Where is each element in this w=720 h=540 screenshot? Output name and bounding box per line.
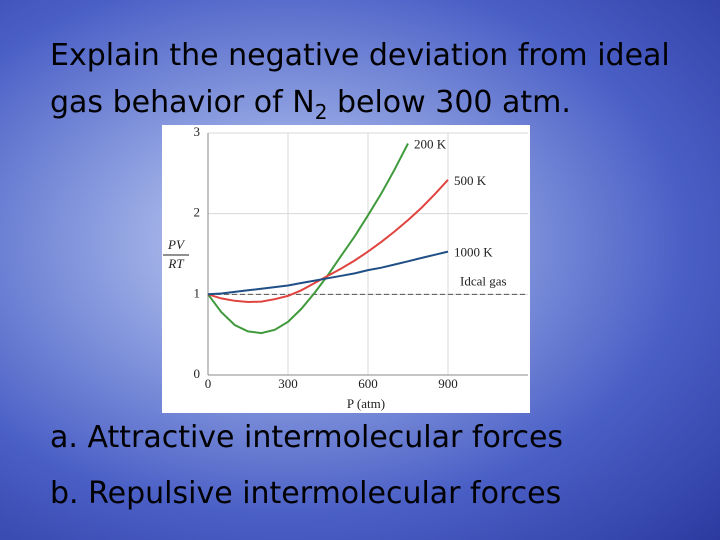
y-tick-label: 1	[194, 285, 201, 300]
series-label: 200 K	[414, 136, 447, 151]
option: a. Attractive intermolecular forces	[50, 420, 563, 455]
title-subscript: 2	[314, 100, 328, 124]
title: Explain the negative deviation from idea…	[50, 38, 670, 73]
title: gas behavior of N2 below 300 atm.	[50, 85, 571, 124]
title-part: gas behavior of N	[50, 85, 315, 120]
chart: PV RT P (atm) 0 1 2 3 0 300 600 900 Idcal gas 200…	[162, 125, 530, 413]
x-tick-label: 900	[438, 376, 458, 391]
x-tick-label: 600	[358, 376, 378, 391]
y-tick-label: 0	[194, 366, 201, 381]
series-line	[207, 143, 409, 335]
title-part: below 300 atm.	[327, 85, 571, 120]
series-line	[207, 250, 449, 296]
y-tick-label: 2	[194, 205, 201, 220]
x-tick-label: 300	[278, 376, 298, 391]
x-axis-label: P (atm)	[347, 396, 385, 411]
option-letter: a.	[50, 420, 78, 455]
series-line	[207, 179, 449, 304]
y-label-denominator: RT	[167, 256, 184, 271]
chart-background	[162, 125, 530, 413]
y-tick-label: 3	[194, 125, 201, 139]
y-label-numerator: PV	[167, 237, 186, 252]
option-text: Repulsive intermolecular forces	[88, 476, 562, 511]
series-label: 1000 K	[454, 245, 493, 260]
x-tick-label: 0	[205, 376, 212, 391]
option-text: Attractive intermolecular forces	[87, 420, 564, 455]
option-letter: b.	[50, 476, 79, 511]
option: b. Repulsive intermolecular forces	[50, 476, 561, 511]
reference-label: Idcal gas	[460, 273, 507, 288]
series-label: 500 K	[454, 173, 487, 188]
